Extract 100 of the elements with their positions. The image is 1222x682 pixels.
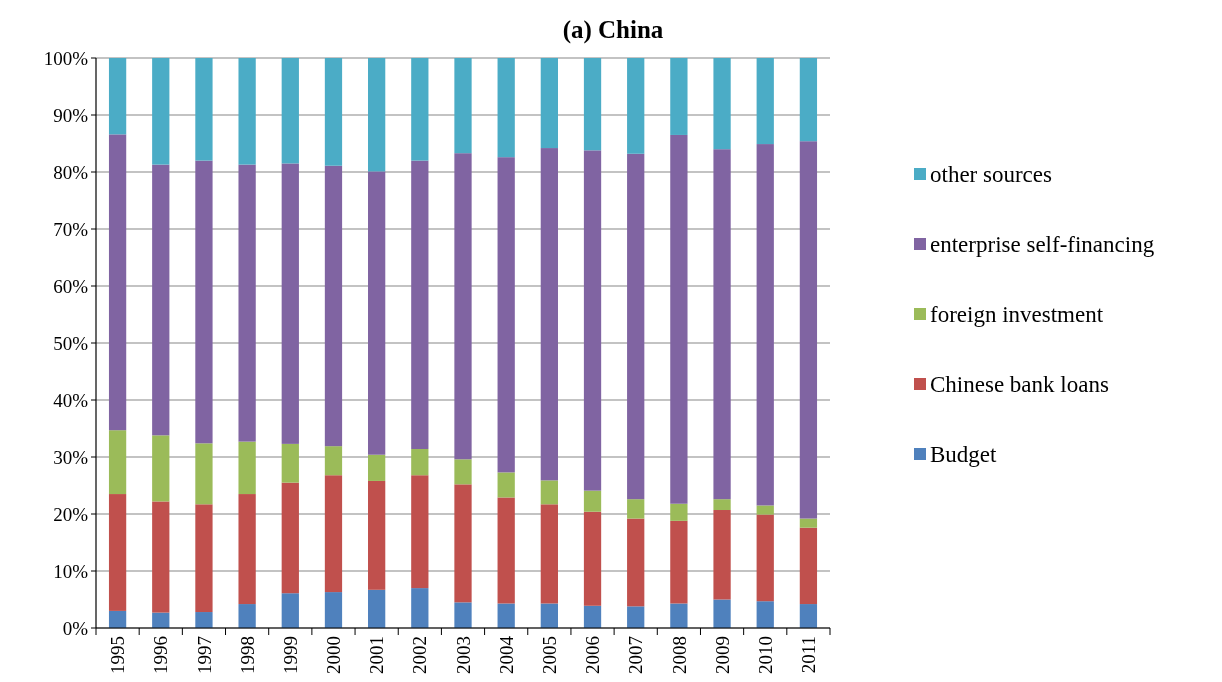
- bar: [324, 165, 343, 447]
- y-tick-label: 100%: [43, 47, 89, 69]
- x-tick-label: 2008: [668, 636, 690, 674]
- bar: [454, 58, 472, 154]
- bar: [627, 606, 645, 628]
- y-tick-label: 20%: [53, 503, 89, 525]
- bar: [108, 134, 127, 431]
- bar: [540, 58, 558, 149]
- bar: [497, 603, 515, 628]
- bar: [238, 164, 256, 442]
- bar: [368, 480, 386, 590]
- bar: [583, 511, 602, 606]
- bar: [627, 499, 645, 519]
- x-tick-label: 2010: [754, 636, 776, 674]
- x-tick-label: 2007: [625, 636, 647, 674]
- x-tick-label: 1996: [150, 636, 172, 674]
- x-tick-label: 2011: [798, 636, 820, 674]
- bar: [108, 58, 127, 135]
- bar: [454, 602, 472, 628]
- legend-label: foreign investment: [930, 302, 1104, 328]
- bar: [497, 157, 515, 473]
- bar: [411, 475, 429, 589]
- bar: [756, 601, 774, 628]
- x-tick-label: 1997: [193, 636, 215, 674]
- x-tick-label: 2001: [366, 636, 388, 674]
- x-tick-label: 2005: [539, 636, 560, 674]
- x-tick-label: 1995: [107, 636, 129, 674]
- bar: [497, 58, 515, 158]
- legend-label: Budget: [930, 442, 998, 468]
- bar: [195, 58, 213, 161]
- bar: [799, 604, 818, 628]
- bar: [540, 603, 558, 628]
- bar: [540, 480, 558, 505]
- bar: [152, 164, 170, 436]
- bar: [411, 588, 429, 628]
- bar: [627, 58, 645, 154]
- x-tick-label: 2000: [323, 636, 345, 674]
- x-tick-label: 2002: [409, 636, 431, 674]
- bar: [670, 58, 688, 135]
- bar: [670, 134, 688, 504]
- bar: [799, 527, 818, 605]
- x-tick-label: 1998: [236, 636, 258, 674]
- bar: [281, 482, 299, 594]
- bar: [713, 510, 731, 600]
- bar: [497, 497, 515, 604]
- bar: [195, 612, 213, 628]
- bar: [324, 592, 343, 628]
- bar: [238, 494, 256, 605]
- bar: [454, 484, 472, 603]
- bar: [281, 163, 299, 444]
- y-tick-label: 50%: [53, 332, 89, 354]
- bar: [756, 505, 774, 515]
- bar: [324, 446, 343, 476]
- bar: [540, 504, 558, 604]
- x-tick-label: 2003: [452, 636, 474, 674]
- y-tick-label: 70%: [53, 218, 89, 240]
- bar: [238, 441, 256, 495]
- bar: [195, 160, 213, 444]
- bar: [238, 58, 256, 165]
- bar: [368, 589, 386, 628]
- bar: [195, 504, 213, 613]
- y-tick-label: 60%: [53, 275, 89, 297]
- bar: [281, 593, 299, 628]
- y-tick-label: 80%: [53, 161, 89, 183]
- bar: [756, 58, 774, 145]
- legend-label: other sources: [930, 162, 1053, 188]
- y-tick-label: 40%: [53, 389, 89, 411]
- bar: [324, 475, 343, 593]
- bar: [627, 153, 645, 500]
- y-tick-label: 10%: [53, 560, 89, 582]
- bar: [713, 599, 731, 628]
- bar: [324, 58, 343, 166]
- bar: [152, 58, 170, 165]
- bar: [108, 610, 127, 628]
- bar: [627, 518, 645, 607]
- bar: [411, 160, 429, 450]
- bar: [281, 443, 299, 483]
- y-tick-label: 0%: [62, 617, 89, 639]
- bar: [583, 490, 602, 512]
- bar: [670, 520, 688, 604]
- bar: [799, 518, 818, 528]
- bar: [713, 499, 731, 511]
- bar: [756, 514, 774, 602]
- y-tick-label: 30%: [53, 446, 89, 468]
- bar: [195, 443, 213, 505]
- legend-label: Chinese bank loans: [930, 372, 1109, 398]
- bar: [108, 430, 127, 495]
- bar: [238, 604, 256, 628]
- bar: [368, 171, 386, 455]
- x-tick-label: 2006: [582, 636, 604, 674]
- bar: [799, 141, 818, 519]
- bar: [670, 603, 688, 628]
- bar: [756, 144, 774, 506]
- bar: [583, 58, 602, 151]
- bar: [152, 435, 170, 502]
- bar: [799, 58, 818, 142]
- bar: [411, 58, 429, 161]
- bar: [583, 150, 602, 491]
- bar: [368, 454, 386, 481]
- y-tick-label: 90%: [53, 104, 89, 126]
